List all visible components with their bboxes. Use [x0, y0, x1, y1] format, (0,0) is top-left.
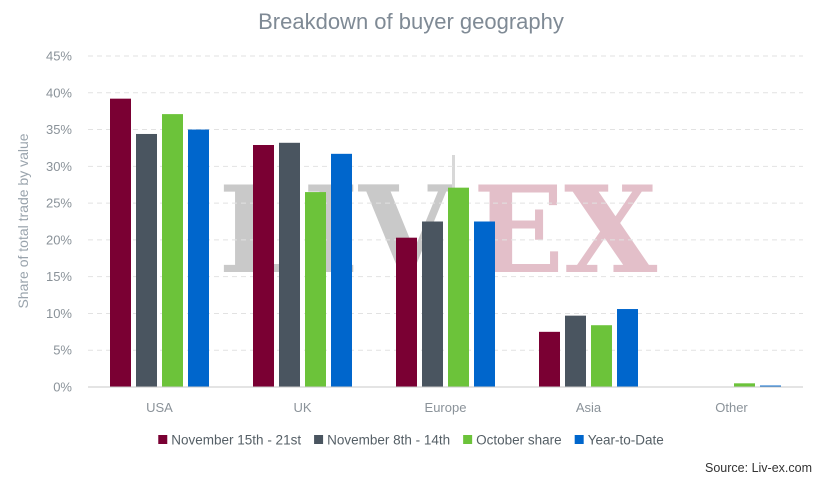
y-tick-label: 45% [46, 49, 72, 64]
x-tick-label: USA [146, 400, 173, 415]
bar [279, 142, 300, 387]
legend-swatch [314, 435, 324, 444]
bars [110, 98, 781, 388]
legend: November 15th - 21st November 8th - 14th O… [158, 433, 664, 448]
y-tick-label: 5% [53, 343, 72, 358]
y-tick-label: 20% [46, 232, 72, 247]
y-axis-ticks: 0% 5% 10% 15% 20% 25% 30% 35% 40% 45% [46, 49, 72, 395]
legend-swatch [463, 435, 473, 444]
bar [760, 385, 781, 387]
bar [422, 221, 443, 387]
watermark-ex: EX [473, 160, 658, 301]
y-tick-label: 40% [46, 85, 72, 100]
legend-label: November 15th - 21st [171, 433, 301, 448]
y-tick-label: 30% [46, 159, 72, 174]
x-axis-ticks: USA UK Europe Asia Other [146, 400, 748, 415]
bar [396, 237, 417, 387]
bar [188, 129, 209, 388]
legend-label: Year-to-Date [588, 433, 664, 448]
x-tick-label: Europe [425, 400, 467, 415]
y-axis-label: Share of total trade by value [15, 133, 31, 308]
bar [331, 153, 352, 387]
y-tick-label: 0% [53, 380, 72, 395]
bar [253, 145, 274, 387]
bar [110, 98, 131, 387]
y-tick-label: 35% [46, 122, 72, 137]
x-tick-label: UK [293, 400, 311, 415]
legend-swatch [158, 435, 168, 444]
legend-item: November 8th - 14th [314, 433, 450, 448]
x-tick-label: Asia [576, 400, 602, 415]
legend-item: November 15th - 21st [158, 433, 301, 448]
legend-item: Year-to-Date [574, 433, 664, 448]
x-tick-label: Other [715, 400, 748, 415]
bar [136, 133, 157, 387]
bar [448, 187, 469, 387]
bar [162, 114, 183, 387]
chart-title: Breakdown of buyer geography [258, 9, 564, 34]
bar [305, 192, 326, 387]
bar [734, 383, 755, 387]
legend-label: November 8th - 14th [327, 433, 450, 448]
y-tick-label: 25% [46, 196, 72, 211]
legend-swatch [574, 435, 584, 444]
bar [565, 315, 586, 387]
bar [539, 331, 560, 387]
y-tick-label: 15% [46, 269, 72, 284]
bar [591, 325, 612, 387]
bar [474, 221, 495, 387]
source-note: Source: Liv-ex.com [705, 461, 812, 475]
legend-item: October share [463, 433, 562, 448]
bar [617, 309, 638, 387]
legend-label: October share [476, 433, 562, 448]
y-tick-label: 10% [46, 306, 72, 321]
